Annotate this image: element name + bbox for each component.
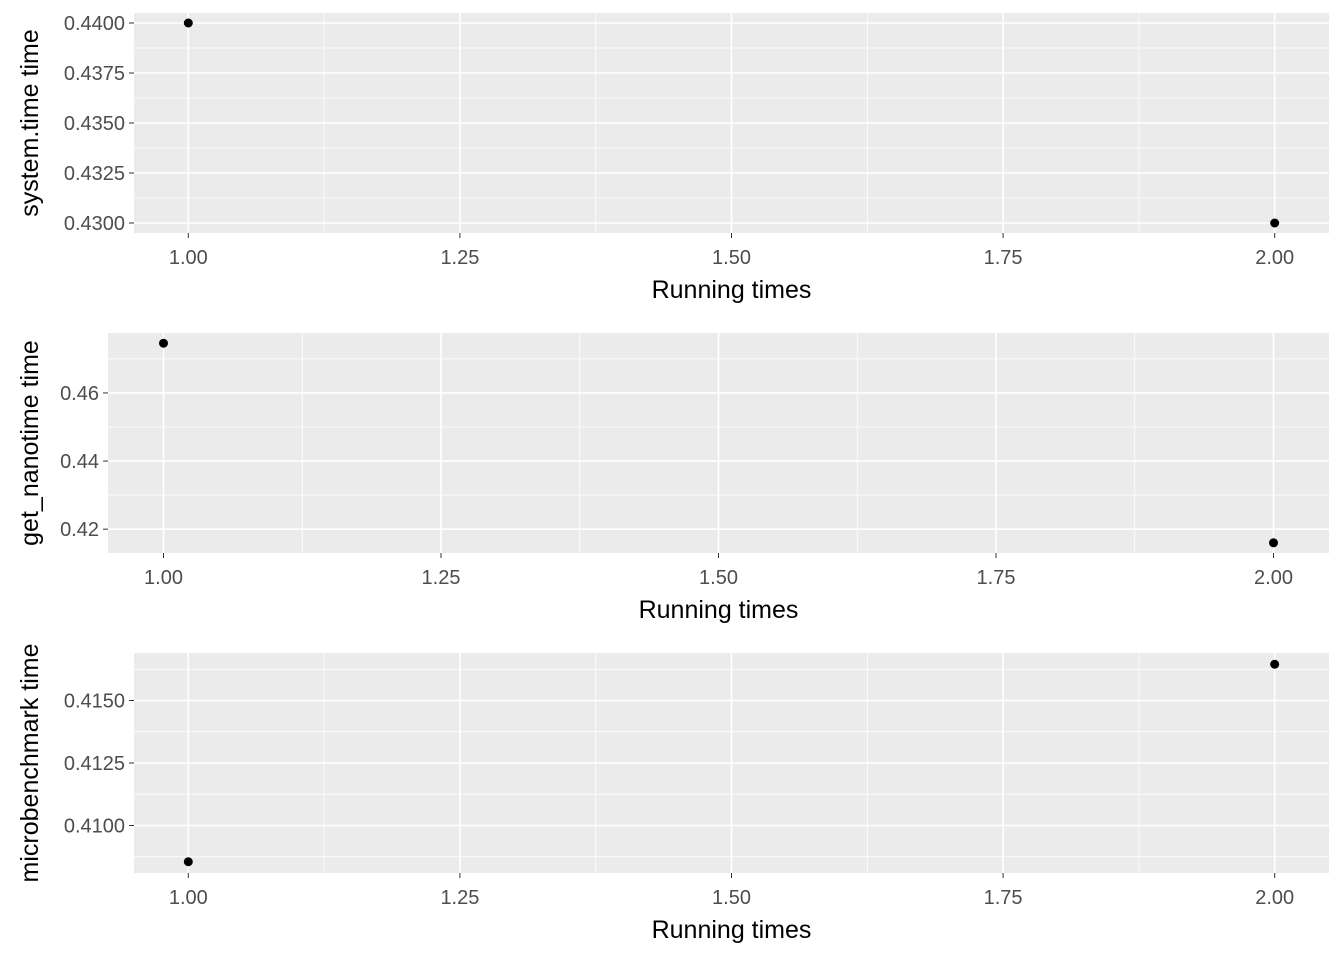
y-tick-label: 0.4325 (64, 163, 125, 185)
panel-2: 1.00 1.25 1.50 1.75 2.00 0.42 0.44 0.46 Running … (16, 333, 1329, 624)
x-tick-label: 1.75 (984, 247, 1023, 269)
y-axis-title: get_nanotime time (16, 340, 44, 546)
y-tick-label: 0.44 (60, 451, 99, 473)
x-tick-label: 1.75 (984, 887, 1023, 909)
y-tick-label: 0.4100 (64, 816, 125, 838)
x-tick-label: 1.50 (699, 567, 738, 589)
panel-3: 1.00 1.25 1.50 1.75 2.00 0.4100 0.4125 0.4150 Ru… (16, 644, 1329, 944)
y-axis-title: microbenchmark time (16, 644, 44, 883)
y-tick-label: 0.42 (60, 519, 99, 541)
y-tick-label: 0.46 (60, 383, 99, 405)
data-point (1270, 659, 1280, 669)
y-tick-label: 0.4125 (64, 753, 125, 775)
x-tick-label: 1.75 (977, 567, 1016, 589)
y-axis-title: system.time time (16, 29, 44, 217)
y-tick-label: 0.4400 (64, 13, 125, 35)
y-tick-label: 0.4300 (64, 213, 125, 235)
x-tick-label: 2.00 (1254, 567, 1293, 589)
panel-1: 1.00 1.25 1.50 1.75 2.00 0.4300 0.4325 0.4350 0.… (16, 13, 1329, 304)
y-tick-label: 0.4375 (64, 63, 125, 85)
x-tick-label: 1.25 (422, 567, 461, 589)
x-tick-label: 1.00 (169, 247, 208, 269)
data-point (1269, 538, 1278, 548)
data-point (183, 857, 193, 867)
y-tick-label: 0.4350 (64, 113, 125, 135)
data-point (1270, 218, 1280, 228)
x-axis-title: Running times (639, 596, 799, 624)
data-point (159, 338, 168, 348)
data-point (183, 18, 193, 28)
x-tick-label: 2.00 (1255, 887, 1294, 909)
x-tick-label: 1.25 (440, 247, 479, 269)
x-tick-label: 1.50 (712, 247, 751, 269)
x-tick-label: 1.25 (440, 887, 479, 909)
y-tick-label: 0.4150 (64, 691, 125, 713)
x-tick-label: 1.00 (144, 567, 183, 589)
x-axis-title: Running times (652, 276, 812, 304)
x-tick-label: 1.00 (169, 887, 208, 909)
x-tick-label: 1.50 (712, 887, 751, 909)
x-tick-label: 2.00 (1255, 247, 1294, 269)
x-axis-title: Running times (652, 916, 812, 944)
